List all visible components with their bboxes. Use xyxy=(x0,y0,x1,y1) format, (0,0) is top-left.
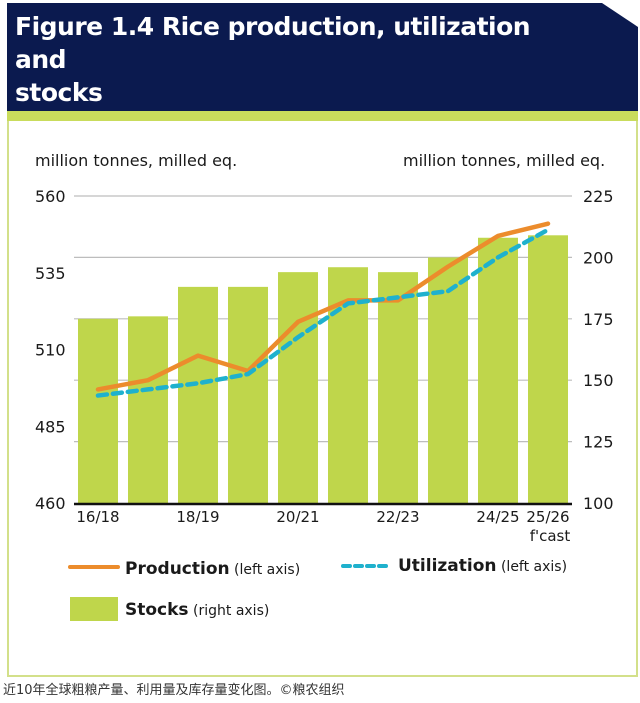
chart-svg: 560 535 510 485 460 225 200 175 150 125 100 16/18 18… xyxy=(35,187,614,621)
stocks-bar xyxy=(478,237,518,503)
stocks-bar xyxy=(228,286,268,503)
utilization-legend-label: Utilization (left axis) xyxy=(398,556,567,576)
stocks-legend-swatch xyxy=(70,597,118,621)
x-axis-tick-label: 16/18 xyxy=(76,508,119,526)
production-line xyxy=(95,221,551,392)
utilization-legend-note: (left axis) xyxy=(497,559,568,575)
stocks-legend-name: Stocks xyxy=(125,600,189,620)
left-axis-tick-label: 535 xyxy=(35,264,66,283)
x-axis-tick-label: 18/19 xyxy=(176,508,219,526)
utilization-legend-name: Utilization xyxy=(398,556,497,576)
stocks-bars xyxy=(78,235,568,503)
production-legend-name: Production xyxy=(125,559,230,579)
right-axis-tick-label: 225 xyxy=(583,187,614,206)
utilization-line xyxy=(95,227,551,398)
series-lines xyxy=(95,221,551,398)
right-axis-tick-label: 150 xyxy=(583,371,614,390)
x-axis-tick-label: 20/21 xyxy=(276,508,319,526)
left-axis-unit-label: million tonnes, milled eq. xyxy=(35,151,238,170)
x-axis-tick-label: 22/23 xyxy=(376,508,419,526)
figure-header xyxy=(7,3,638,111)
right-axis-unit-label: million tonnes, milled eq. xyxy=(403,151,606,170)
left-axis-tick-label: 460 xyxy=(35,494,66,513)
stocks-bar xyxy=(178,286,218,503)
x-axis-tick-label: 24/25 xyxy=(476,508,519,526)
stocks-bar xyxy=(528,235,568,503)
figure-title: Figure 1.4 Rice production, utilization … xyxy=(15,10,575,109)
stocks-bar xyxy=(78,318,118,503)
stocks-legend-note: (right axis) xyxy=(189,603,270,619)
stocks-bar xyxy=(278,272,318,503)
header-accent-band xyxy=(7,111,638,121)
left-axis-tick-label: 510 xyxy=(35,341,66,360)
image-caption: 近10年全球粗粮产量、利用量及库存量变化图。©粮农组织 xyxy=(3,683,345,698)
left-axis-tick-label: 485 xyxy=(35,417,66,436)
stocks-bar xyxy=(378,272,418,503)
right-axis-tick-label: 125 xyxy=(583,433,614,452)
chart-frame xyxy=(7,111,638,677)
title-line-1: Figure 1.4 Rice production, utilization … xyxy=(15,12,531,74)
x-axis-tick-label: 25/26 xyxy=(526,508,569,526)
left-axis-tick-label: 560 xyxy=(35,187,66,206)
right-axis-tick-label: 175 xyxy=(583,310,614,329)
right-axis-tick-label: 200 xyxy=(583,248,614,267)
axes: 560 535 510 485 460 225 200 175 150 125 100 16/18 18… xyxy=(35,187,614,545)
production-legend-note: (left axis) xyxy=(230,562,301,578)
x-axis-forecast-note: f'cast xyxy=(530,527,571,545)
stocks-bar xyxy=(128,316,168,503)
stocks-legend-label: Stocks (right axis) xyxy=(125,600,269,620)
production-legend-label: Production (left axis) xyxy=(125,559,300,579)
right-axis-tick-label: 100 xyxy=(583,494,614,513)
stocks-bar xyxy=(428,257,468,503)
title-line-2: stocks xyxy=(15,78,103,107)
legend: Production (left axis) Utilization (left … xyxy=(68,556,567,621)
